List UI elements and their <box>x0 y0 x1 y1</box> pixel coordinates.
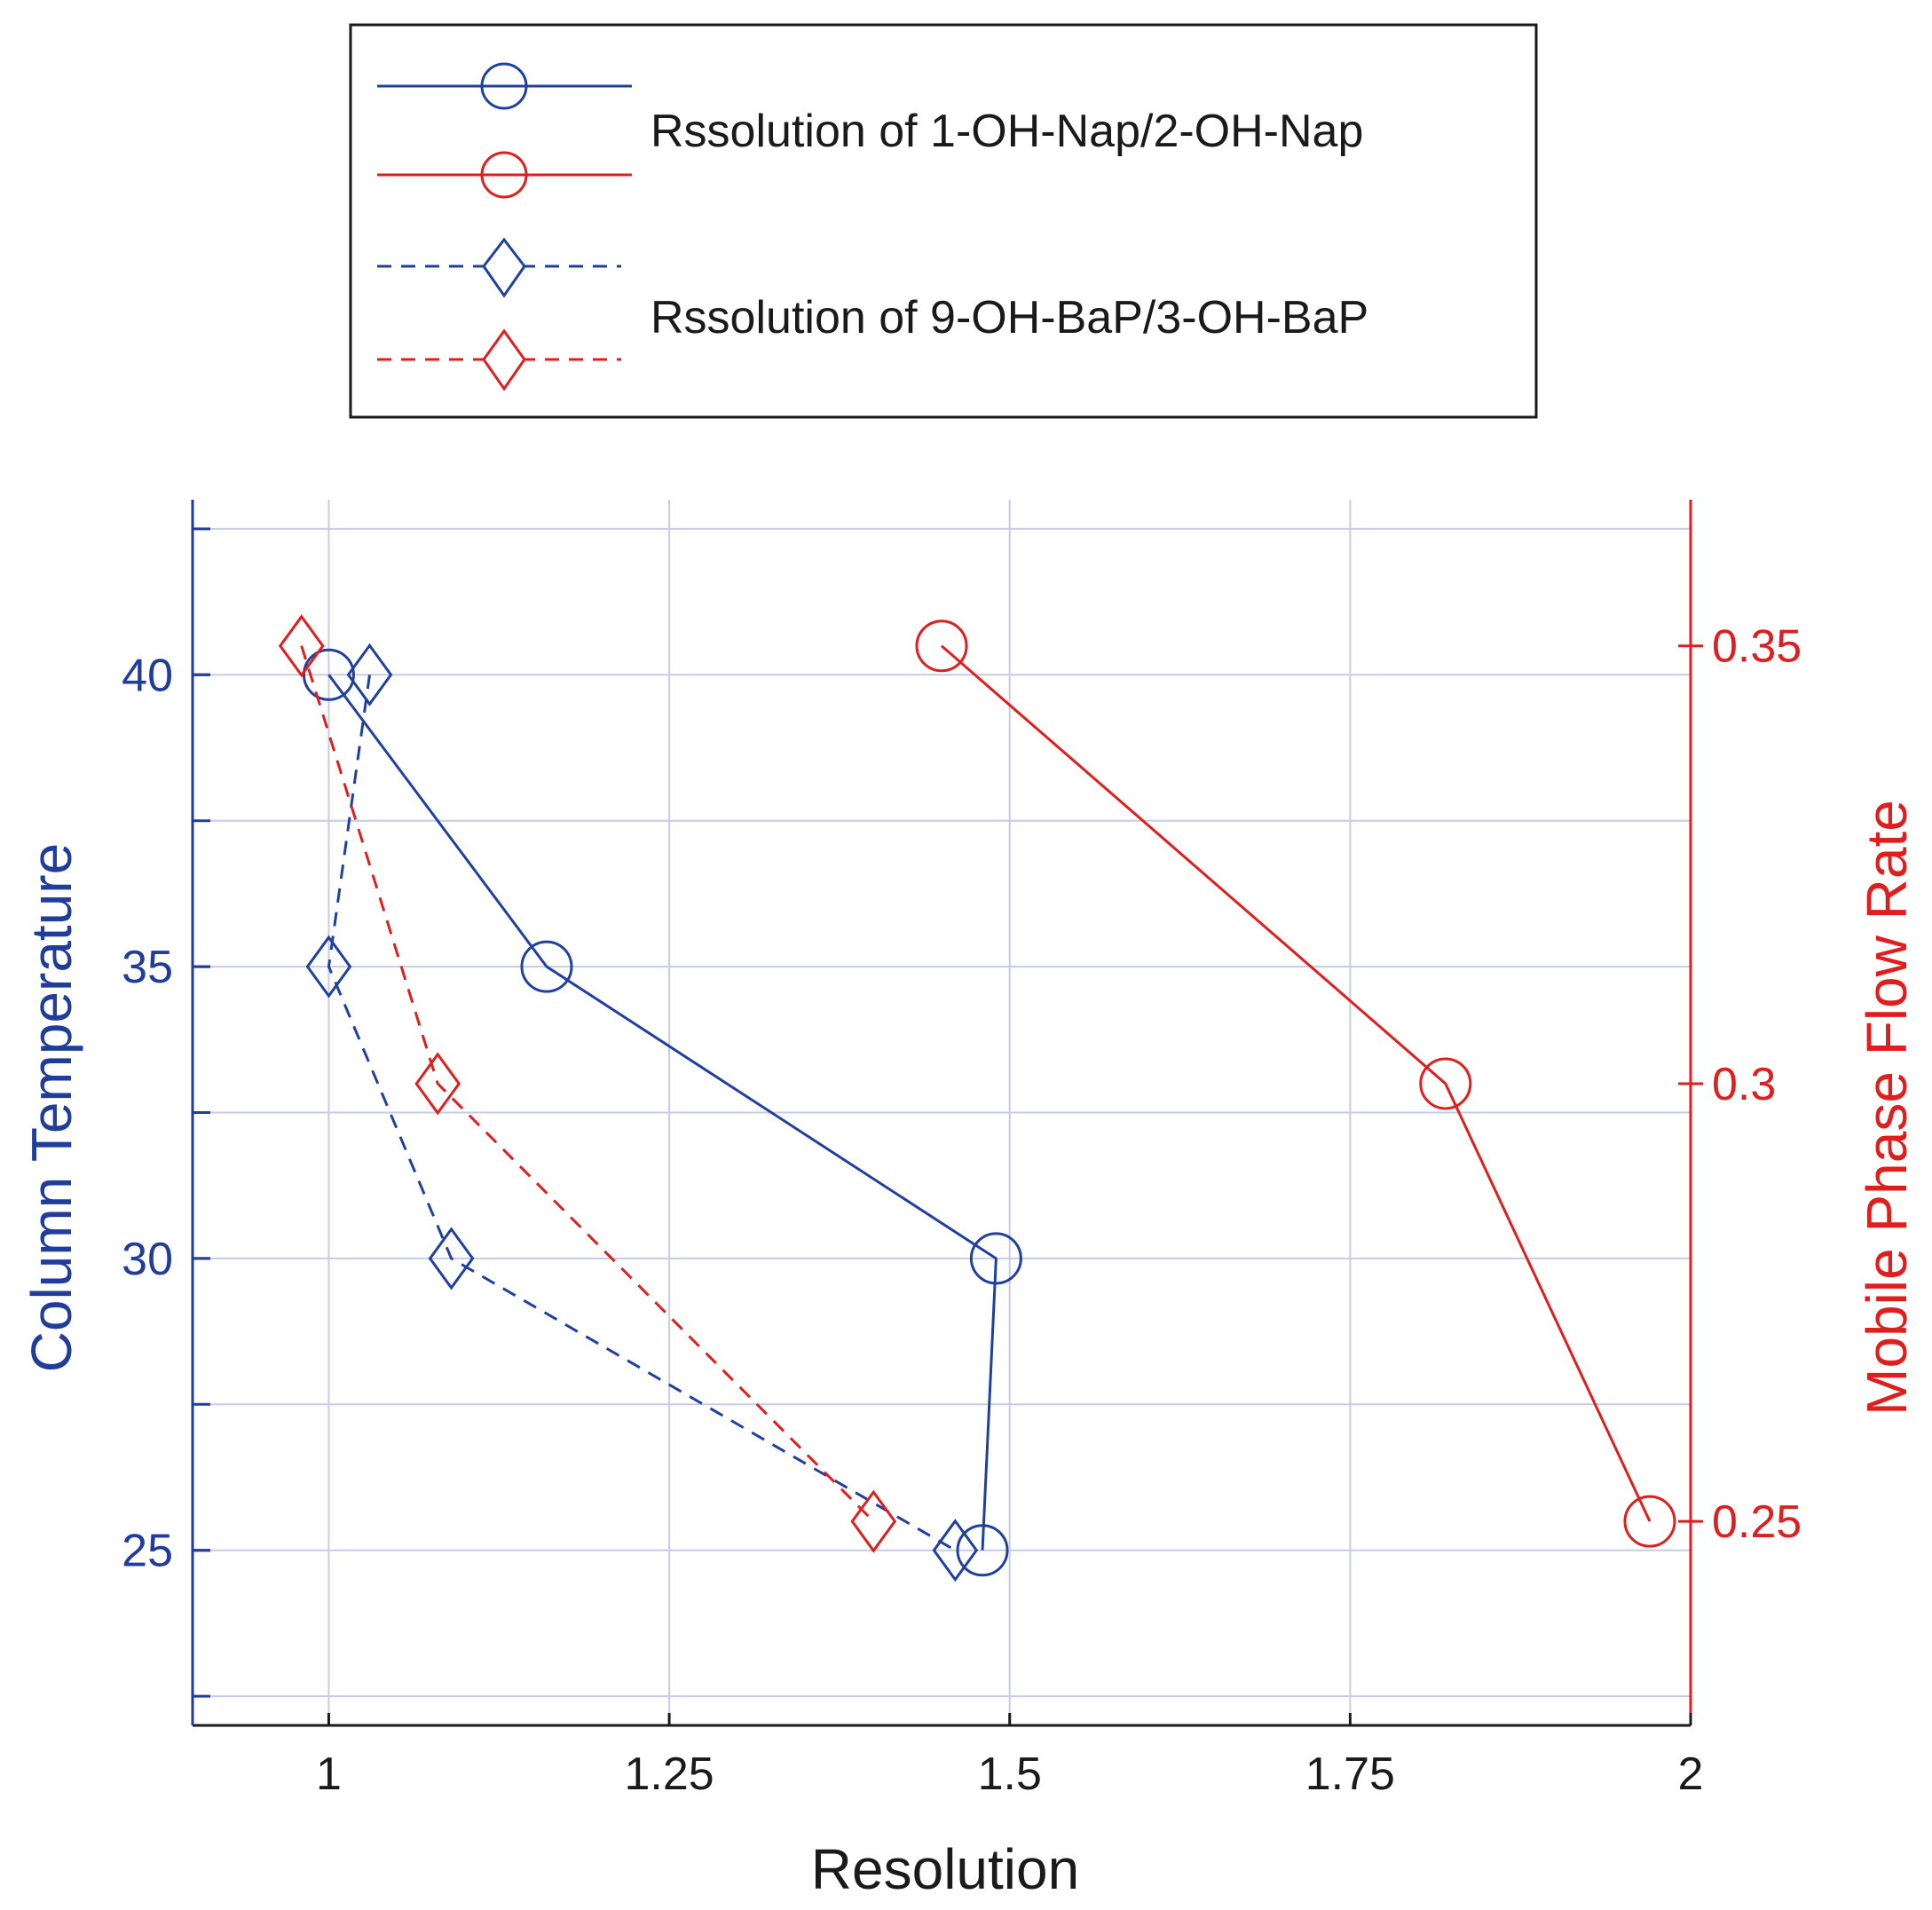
data-point-diamond <box>414 1052 461 1116</box>
x-axis-title: Resolution <box>811 1837 1079 1901</box>
x-tick-label: 1.25 <box>624 1748 714 1800</box>
x-tick-label: 2 <box>1678 1748 1704 1800</box>
data-point-circle <box>969 1232 1022 1285</box>
data-point-circle <box>1419 1057 1472 1110</box>
x-tick-label: 1 <box>316 1748 342 1800</box>
left-tick-label: 40 <box>122 650 173 701</box>
data-point-circle <box>956 1524 1009 1577</box>
data-point-circle <box>1623 1495 1676 1548</box>
series-1 <box>302 648 1022 1577</box>
series-line <box>327 674 998 1551</box>
x-tick-label: 1.75 <box>1305 1748 1395 1800</box>
x-tick-label: 1.5 <box>978 1748 1042 1800</box>
series-line <box>300 645 875 1523</box>
data-point-diamond <box>305 935 352 998</box>
legend: Rssolution of 1-OH-Nap/2-OH-Nap Rssoluti… <box>349 23 1538 419</box>
legend-marker-red-circle <box>480 151 528 199</box>
series-2 <box>915 620 1676 1548</box>
data-point-diamond <box>428 1227 475 1290</box>
legend-box <box>349 23 1538 419</box>
left-axis-title: Column Temperature <box>20 843 83 1372</box>
axes: 1 1.25 1.5 1.75 2 25 30 35 40 0.25 0.3 0.35 <box>122 500 1802 1800</box>
data-point-diamond <box>346 643 393 706</box>
right-axis-title: Mobile Phase Flow Rate <box>1855 800 1919 1416</box>
series-line <box>941 644 1652 1522</box>
data-point-diamond <box>850 1489 897 1553</box>
legend-label-bap: Rssolution of 9-OH-BaP/3-OH-BaP <box>651 292 1368 343</box>
right-tick-label: 0.3 <box>1712 1059 1776 1110</box>
right-tick-label: 0.25 <box>1712 1496 1802 1548</box>
data-point-circle <box>302 648 355 701</box>
right-tick-label: 0.35 <box>1712 621 1802 673</box>
series-3 <box>305 643 979 1582</box>
left-tick-label: 30 <box>122 1234 173 1285</box>
data-point-diamond <box>932 1519 979 1582</box>
left-tick-label: 25 <box>122 1526 173 1577</box>
legend-marker-blue-circle <box>480 62 528 110</box>
series-4 <box>278 614 897 1553</box>
data-point-circle <box>915 620 968 673</box>
legend-marker-blue-diamond <box>482 237 526 298</box>
left-tick-label: 35 <box>122 942 173 993</box>
legend-marker-red-diamond <box>482 328 526 391</box>
series-layer <box>278 614 1676 1582</box>
data-point-diamond <box>278 614 325 678</box>
legend-label-nap: Rssolution of 1-OH-Nap/2-OH-Nap <box>651 106 1363 157</box>
data-point-circle <box>520 940 573 993</box>
series-line <box>327 675 957 1552</box>
